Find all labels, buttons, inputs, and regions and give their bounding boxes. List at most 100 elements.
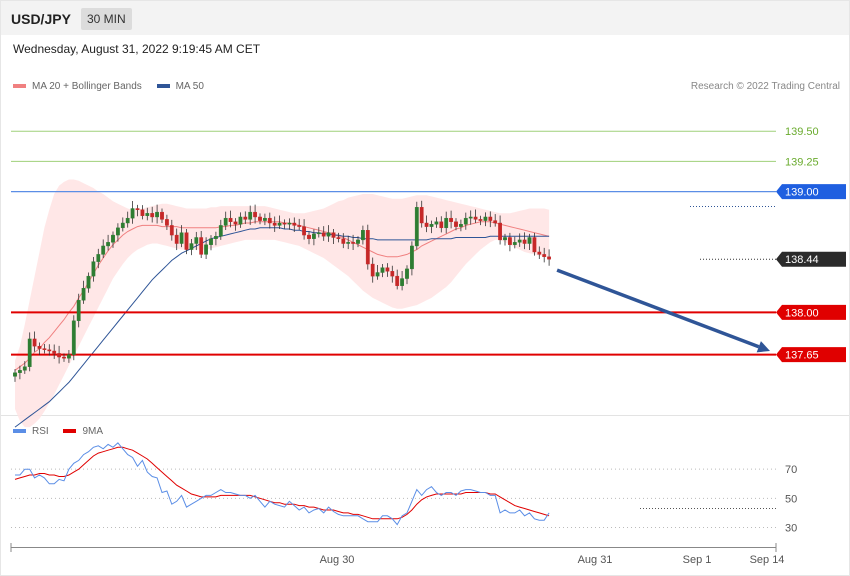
candle-down bbox=[253, 211, 257, 218]
legend-swatch-9ma bbox=[63, 429, 77, 434]
timeframe-button[interactable]: 30 MIN bbox=[81, 8, 132, 30]
candle-up bbox=[434, 221, 439, 225]
candle-down bbox=[419, 207, 424, 224]
legend-main: MA 20 + Bollinger Bands MA 50 bbox=[13, 81, 204, 92]
symbol-title: USD/JPY bbox=[11, 11, 71, 27]
candle-up bbox=[287, 222, 292, 225]
candle-down bbox=[522, 239, 527, 244]
candle-down bbox=[52, 350, 57, 354]
candle-up bbox=[106, 242, 111, 247]
candle-up bbox=[204, 244, 208, 255]
candle-up bbox=[155, 211, 159, 218]
candle-down bbox=[140, 209, 145, 216]
candle-up bbox=[209, 238, 213, 245]
level-label-3: 138.44 bbox=[785, 254, 819, 266]
candle-down bbox=[454, 221, 458, 227]
candle-up bbox=[405, 268, 409, 279]
candle-down bbox=[42, 348, 47, 350]
candle-up bbox=[115, 227, 120, 236]
candle-up bbox=[361, 230, 365, 241]
candle-up bbox=[91, 261, 96, 277]
level-label-1: 139.25 bbox=[785, 156, 819, 168]
candle-up bbox=[512, 242, 517, 245]
candle-down bbox=[164, 219, 169, 226]
ma50-line bbox=[14, 227, 550, 428]
level-label-2: 139.00 bbox=[785, 187, 819, 199]
level-tag-3 bbox=[776, 251, 846, 267]
candle-up bbox=[429, 224, 434, 227]
rsi-tick-label: 30 bbox=[785, 523, 797, 535]
candle-down bbox=[292, 222, 297, 226]
candle-up bbox=[400, 278, 404, 286]
x-tick-label: Sep 14 bbox=[750, 554, 785, 566]
rsi-tick-label: 50 bbox=[785, 493, 797, 505]
candle-down bbox=[233, 221, 238, 225]
candle-up bbox=[263, 217, 267, 221]
level-tag-4 bbox=[776, 304, 846, 320]
candle-down bbox=[508, 237, 512, 245]
candle-up bbox=[120, 222, 125, 229]
rsi-line bbox=[15, 442, 550, 526]
candle-up bbox=[13, 372, 17, 377]
candle-down bbox=[478, 219, 483, 221]
candle-down bbox=[57, 353, 62, 358]
candle-up bbox=[179, 232, 184, 244]
candle-up bbox=[223, 217, 228, 226]
candle-down bbox=[307, 234, 311, 239]
candle-down bbox=[385, 267, 390, 272]
candle-up bbox=[71, 320, 76, 355]
candle-down bbox=[321, 232, 326, 237]
candle-down bbox=[537, 251, 542, 255]
level-label-5: 137.65 bbox=[785, 350, 819, 362]
candle-down bbox=[47, 349, 52, 352]
candle-up bbox=[316, 232, 321, 235]
candle-up bbox=[346, 242, 351, 244]
candle-up bbox=[213, 236, 218, 239]
candle-down bbox=[199, 237, 204, 255]
candle-down bbox=[498, 222, 502, 241]
candle-up bbox=[248, 211, 253, 220]
candle-up bbox=[27, 338, 32, 367]
candle-down bbox=[341, 238, 346, 244]
x-tick-label: Aug 30 bbox=[320, 554, 355, 566]
x-tick-label: Sep 1 bbox=[683, 554, 712, 566]
candle-down bbox=[547, 256, 552, 260]
candle-up bbox=[96, 254, 101, 262]
candle-up bbox=[380, 267, 385, 273]
candle-down bbox=[449, 217, 453, 222]
candle-down bbox=[62, 356, 66, 359]
candle-up bbox=[76, 300, 81, 322]
candle-down bbox=[174, 234, 179, 244]
candle-up bbox=[218, 225, 223, 237]
candle-up bbox=[463, 217, 468, 225]
legend-label-9ma: 9MA bbox=[82, 426, 104, 437]
candle-up bbox=[145, 213, 150, 216]
legend-swatch-ma20 bbox=[13, 84, 26, 89]
legend-swatch-ma50 bbox=[156, 84, 170, 89]
candle-up bbox=[527, 237, 532, 244]
candle-up bbox=[66, 354, 71, 359]
candle-down bbox=[282, 222, 287, 225]
candle-up bbox=[111, 234, 115, 243]
chart-header: USD/JPY 30 MIN bbox=[1, 1, 849, 35]
copyright-text: Research © 2022 Trading Central bbox=[690, 81, 840, 92]
candle-down bbox=[258, 216, 262, 221]
bollinger-band bbox=[15, 179, 550, 428]
candle-down bbox=[424, 222, 429, 227]
forecast-arrow-shaft bbox=[556, 268, 760, 349]
candle-down bbox=[228, 217, 233, 222]
candle-up bbox=[22, 366, 27, 371]
candle-down bbox=[473, 216, 478, 220]
chart-datetime: Wednesday, August 31, 2022 9:19:45 AM CE… bbox=[13, 42, 261, 56]
forecast-arrow-head bbox=[756, 341, 770, 353]
candle-down bbox=[532, 237, 537, 253]
candle-down bbox=[267, 217, 272, 224]
candle-down bbox=[272, 222, 277, 226]
candle-down bbox=[370, 263, 375, 277]
candle-down bbox=[169, 225, 174, 236]
candle-down bbox=[351, 242, 355, 244]
candle-down bbox=[493, 220, 498, 224]
candle-up bbox=[503, 237, 507, 241]
candle-up bbox=[410, 245, 414, 270]
candle-up bbox=[194, 237, 199, 244]
